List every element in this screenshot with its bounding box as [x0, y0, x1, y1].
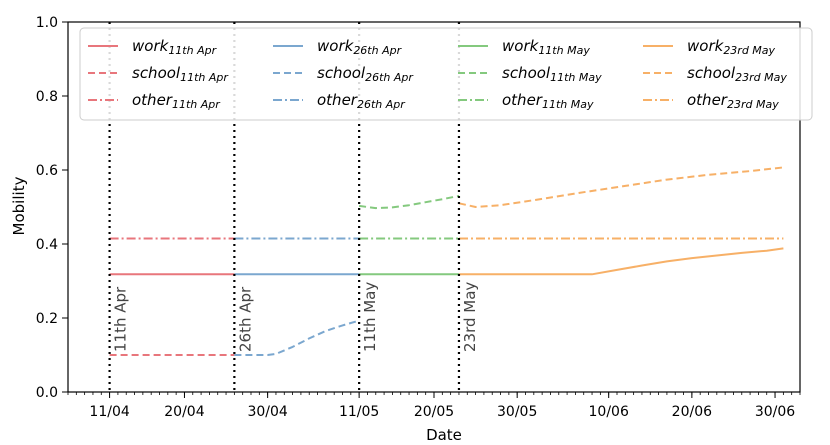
- vertical-marker-label-3: 23rd May: [461, 282, 479, 352]
- y-tick-label-0: 0.0: [36, 385, 58, 401]
- legend: work11th Apr school11th Apr other11th Apr w…: [79, 27, 813, 121]
- x-axis-label: Date: [426, 426, 462, 444]
- x-tick-label-4: 20/05: [414, 404, 454, 420]
- x-tick-label-3: 11/05: [339, 404, 379, 420]
- legend-entry-0: work11th Apr: [132, 37, 218, 57]
- y-tick-label-4: 0.8: [36, 89, 58, 105]
- legend-entry-9: work23rd May: [687, 37, 776, 57]
- legend-entry-2: other11th Apr: [132, 91, 221, 111]
- series-line-school-26th-apr: [234, 319, 360, 356]
- vertical-marker-label-2: 11th May: [361, 282, 379, 352]
- y-tick-label-2: 0.4: [36, 237, 58, 253]
- legend-entry-6: work11th May: [502, 37, 590, 57]
- legend-box: [79, 27, 813, 121]
- x-tick-label-1: 20/04: [164, 404, 204, 420]
- legend-entry-3: work26th Apr: [317, 37, 403, 57]
- series-line-work-23rd-may: [459, 247, 784, 276]
- y-tick-label-1: 0.2: [36, 311, 58, 327]
- vertical-marker-label-0: 11th Apr: [112, 286, 130, 352]
- x-tick-label-7: 20/06: [672, 404, 712, 420]
- y-tick-label-3: 0.6: [36, 163, 58, 179]
- series-line-school-11th-may: [358, 194, 460, 210]
- y-axis-label: Mobility: [10, 176, 28, 235]
- legend-entry-10: school23rd May: [687, 64, 787, 84]
- y-tick-label-5: 1.0: [36, 15, 58, 31]
- legend-entry-11: other23rd May: [687, 91, 779, 111]
- legend-entry-5: other26th Apr: [317, 91, 406, 111]
- vertical-marker-label-1: 26th Apr: [236, 286, 254, 352]
- legend-entry-7: school11th May: [502, 64, 602, 84]
- legend-entry-8: other11th May: [502, 91, 594, 111]
- legend-entry-4: school26th Apr: [317, 64, 414, 84]
- legend-entry-1: school11th Apr: [132, 64, 229, 84]
- series-line-school-23rd-may: [458, 166, 784, 208]
- x-tick-label-5: 30/05: [497, 404, 537, 420]
- x-tick-label-6: 10/06: [589, 404, 629, 420]
- x-tick-label-2: 30/04: [247, 404, 287, 420]
- x-tick-label-8: 30/06: [755, 404, 795, 420]
- x-tick-label-0: 11/04: [89, 404, 129, 420]
